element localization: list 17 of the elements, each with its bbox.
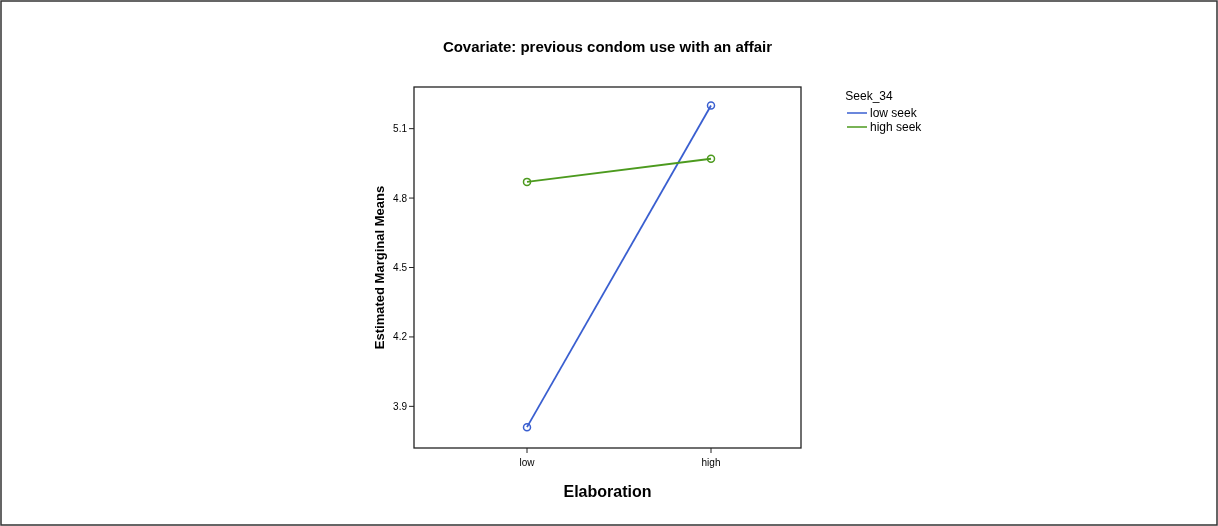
- point: [522, 422, 532, 432]
- legend-label: high seek: [870, 120, 923, 135]
- point: [706, 101, 716, 110]
- y-axis-title: Estimated Marginal Means: [372, 185, 387, 350]
- legend-label: low seek: [870, 106, 918, 121]
- x-tick-label: low: [519, 457, 536, 468]
- y-tick-label: 4.2: [393, 331, 408, 343]
- y-tick-label: 4.5: [393, 262, 408, 273]
- chart-title: Covariate: previous condom use with an affair: [442, 38, 773, 55]
- y-tick-label: 3.9: [393, 400, 408, 412]
- point: [522, 177, 532, 187]
- y-tick-label: 5.1: [393, 123, 408, 135]
- point: [706, 154, 716, 163]
- y-tick-label: 4.8: [393, 192, 408, 204]
- x-axis-title: Elaboration: [563, 483, 652, 500]
- legend-title: Seek_34: [845, 89, 894, 103]
- x-tick-label: high: [701, 457, 721, 468]
